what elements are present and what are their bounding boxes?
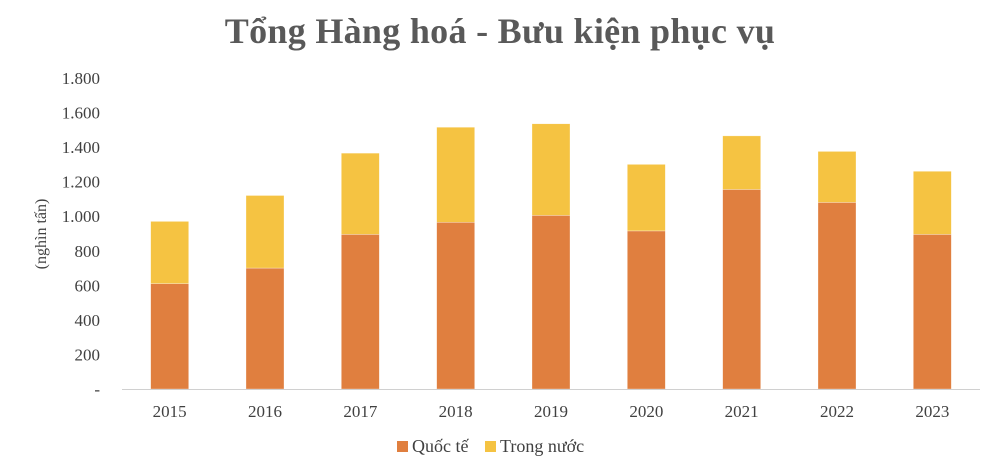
x-tick-label: 2022 bbox=[820, 402, 854, 421]
y-tick-label: 1.400 bbox=[62, 138, 100, 157]
legend: Quốc tế Trong nước bbox=[397, 436, 584, 456]
x-tick-label: 2015 bbox=[153, 402, 187, 421]
x-tick-label: 2018 bbox=[439, 402, 473, 421]
bar-segment bbox=[150, 221, 189, 284]
x-tick-label: 2017 bbox=[343, 402, 378, 421]
x-tick-label: 2023 bbox=[915, 402, 949, 421]
x-axis: 2015 2016 2017 2018 2019 2020 2021 2022 2023 bbox=[122, 389, 980, 421]
bar-segment bbox=[341, 152, 380, 235]
bar-segment bbox=[531, 123, 571, 216]
y-tick-label: 1.200 bbox=[62, 173, 100, 192]
bar-segment bbox=[627, 164, 666, 232]
y-tick-label: 200 bbox=[75, 345, 101, 364]
bar-segment bbox=[436, 222, 475, 390]
bar-segment bbox=[627, 230, 666, 390]
bar-segment bbox=[150, 283, 189, 390]
x-tick-label: 2021 bbox=[725, 402, 759, 421]
bar-segment bbox=[722, 189, 761, 390]
legend-swatch bbox=[397, 441, 408, 452]
bar-segment bbox=[913, 171, 952, 235]
legend-label: Quốc tế bbox=[412, 436, 469, 456]
x-tick-label: 2019 bbox=[534, 402, 568, 421]
bar-segment bbox=[913, 234, 952, 390]
legend-swatch bbox=[485, 441, 496, 452]
bar-segment bbox=[436, 126, 475, 223]
x-tick-label: 2016 bbox=[248, 402, 282, 421]
chart-title: Tổng Hàng hoá - Bưu kiện phục vụ bbox=[224, 11, 776, 51]
y-axis: - 200 400 600 800 1.000 1.200 1.400 1.600 1.800 bbox=[62, 69, 101, 399]
bar-segment bbox=[531, 215, 571, 390]
y-tick-label: - bbox=[94, 380, 100, 399]
y-tick-label: 400 bbox=[75, 311, 101, 330]
bar-segment bbox=[722, 135, 761, 190]
bar-segment bbox=[245, 267, 285, 390]
y-axis-label: (nghìn tấn) bbox=[33, 199, 50, 270]
y-tick-label: 1.000 bbox=[62, 207, 100, 226]
y-tick-label: 1.800 bbox=[62, 69, 100, 88]
x-tick-label: 2020 bbox=[629, 402, 663, 421]
y-tick-label: 800 bbox=[75, 242, 101, 261]
y-tick-label: 600 bbox=[75, 276, 101, 295]
legend-label: Trong nước bbox=[500, 436, 584, 456]
bar-segment bbox=[245, 195, 285, 269]
bar-segment bbox=[341, 234, 380, 390]
bar-segment bbox=[817, 202, 857, 390]
y-tick-label: 1.600 bbox=[62, 104, 100, 123]
bars bbox=[150, 123, 952, 390]
bar-segment bbox=[817, 151, 857, 203]
